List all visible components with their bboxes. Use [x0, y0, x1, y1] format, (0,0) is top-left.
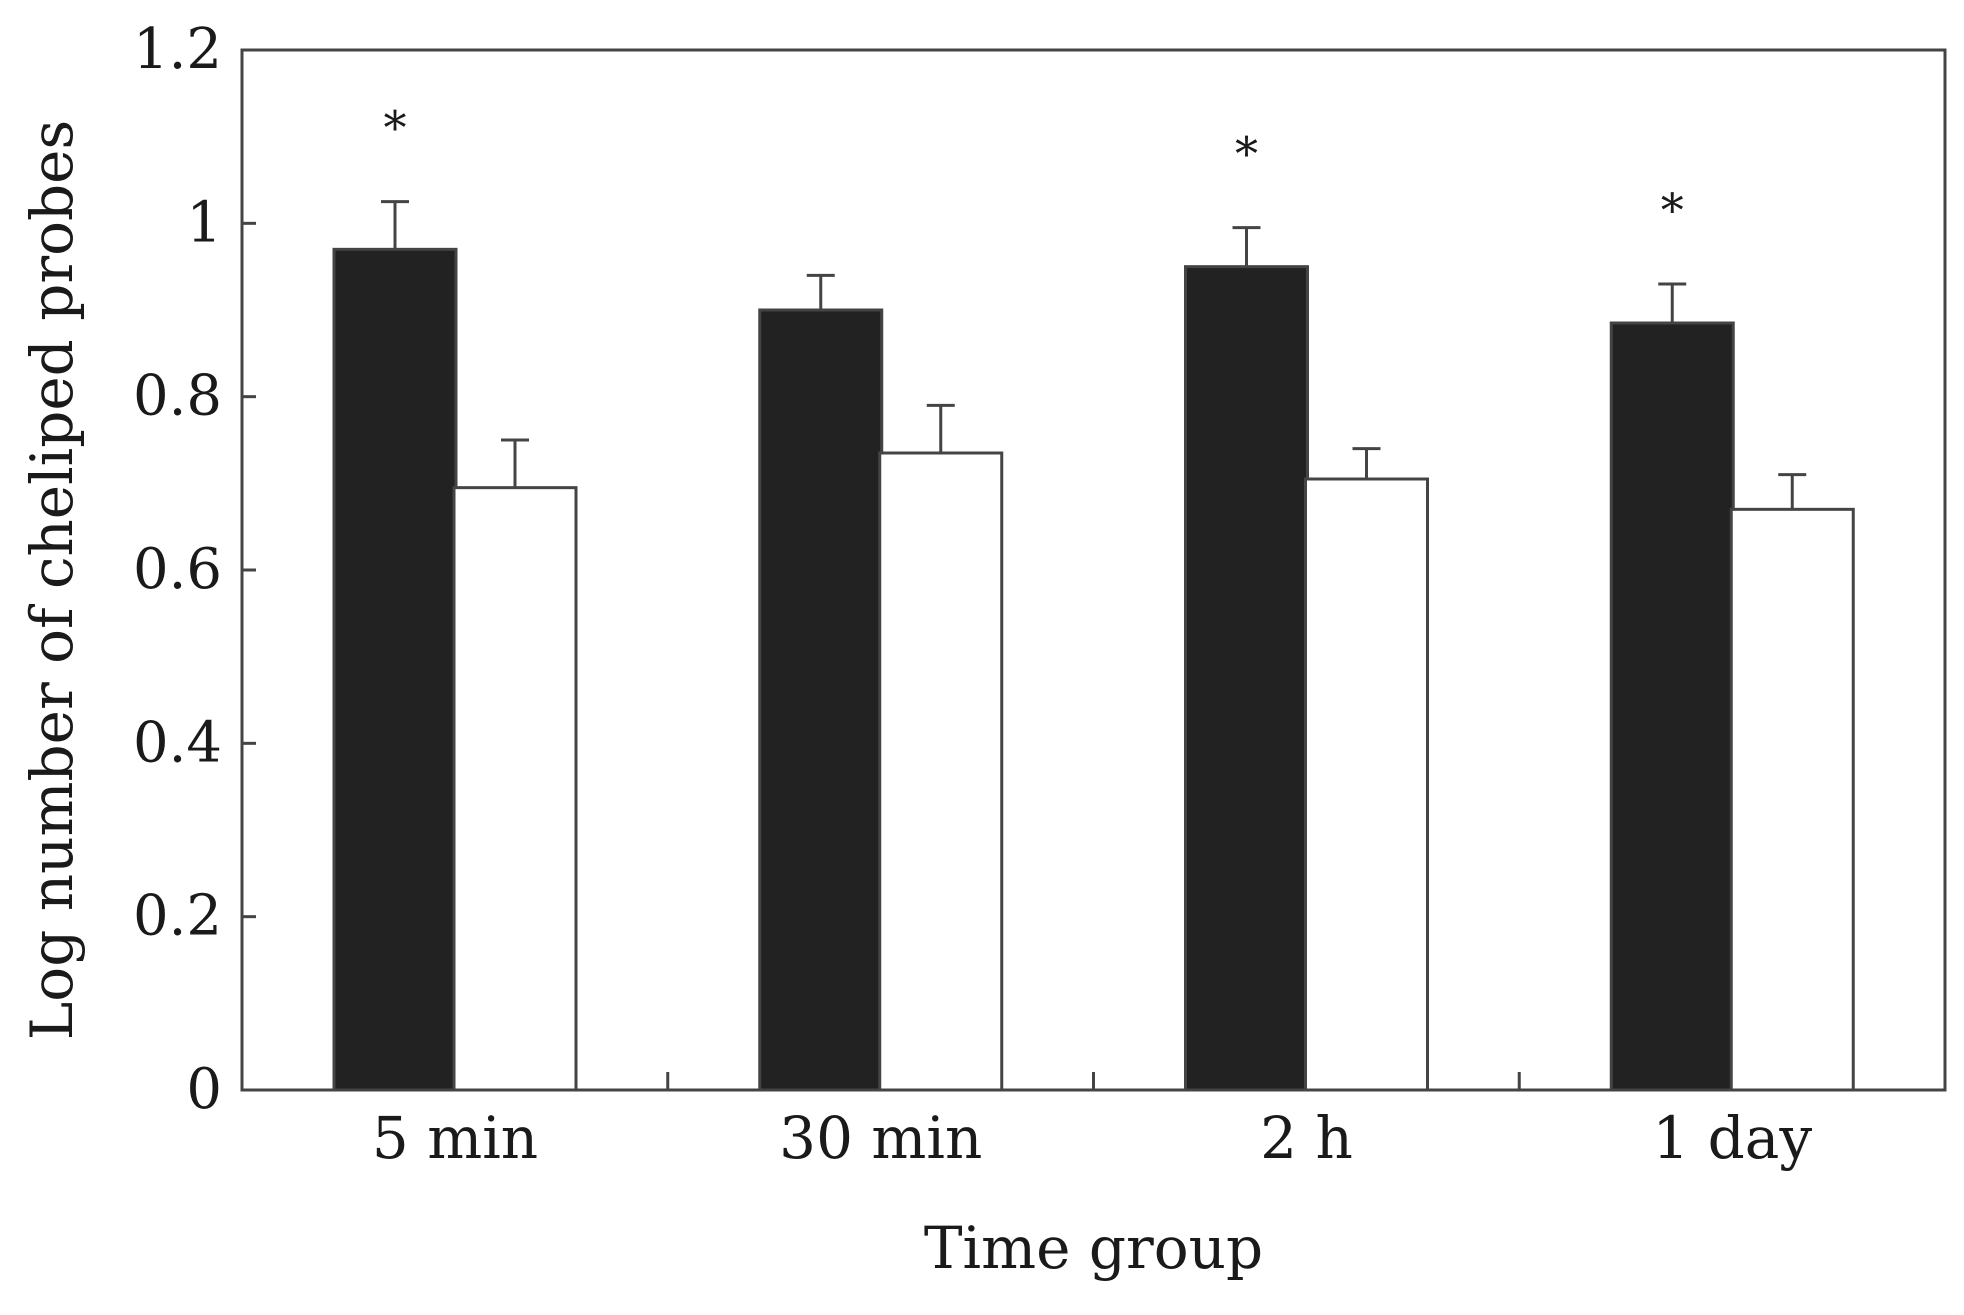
bar-open-0	[452, 486, 578, 1092]
significance-marker: *	[384, 101, 407, 155]
bar-filled-3	[1609, 321, 1735, 1092]
bar-open-3	[1729, 507, 1855, 1092]
significance-marker: *	[1661, 183, 1684, 237]
bar-open-2	[1304, 477, 1429, 1092]
x-axis-title: Time group	[924, 1214, 1263, 1282]
y-tick-label: 0	[186, 1057, 222, 1122]
x-tick-label: 30 min	[779, 1104, 982, 1172]
bar-open-1	[878, 451, 1004, 1092]
y-axis-title: Log number of cheliped probes	[18, 120, 86, 1040]
significance-marker: *	[1235, 127, 1258, 181]
bar-filled-0	[332, 247, 458, 1092]
y-tick-label: 0.8	[133, 364, 222, 429]
y-tick-label: 1	[186, 190, 222, 255]
x-tick-label: 5 min	[372, 1104, 538, 1172]
y-tick-label: 0.4	[133, 710, 222, 775]
y-tick-label: 1.2	[133, 17, 222, 82]
bar-filled-2	[1184, 265, 1309, 1092]
bar-filled-1	[758, 308, 884, 1092]
x-tick-label: 2 h	[1260, 1104, 1353, 1172]
x-tick-label: 1 day	[1652, 1104, 1812, 1172]
y-tick-label: 0.6	[133, 537, 222, 602]
y-tick-label: 0.2	[133, 884, 222, 949]
